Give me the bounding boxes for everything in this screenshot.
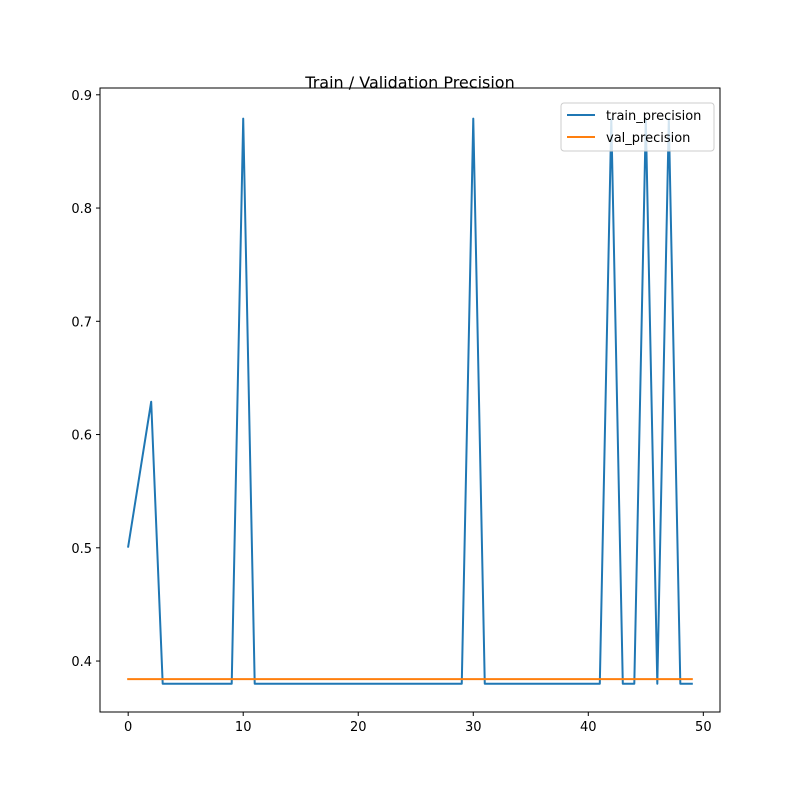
y-axis: 0.4 0.5 0.6 0.7 0.8 0.9	[71, 89, 100, 670]
y-tick-label: 0.6	[71, 429, 92, 444]
chart-title: Train / Validation Precision	[304, 73, 514, 92]
y-tick-label: 0.8	[71, 202, 92, 217]
y-tick-label: 0.5	[71, 542, 92, 557]
y-tick-label: 0.7	[71, 315, 92, 330]
legend: train_precision val_precision	[560, 102, 715, 152]
x-tick-label: 20	[350, 720, 367, 735]
legend-label-train-precision: train_precision	[606, 109, 701, 124]
y-tick-label: 0.9	[71, 89, 92, 104]
legend-label-val-precision: val_precision	[606, 131, 690, 146]
x-tick-label: 40	[580, 720, 597, 735]
x-tick-label: 30	[465, 720, 482, 735]
series-layer	[127, 117, 693, 685]
x-axis: 0 10 20 30 40 50	[124, 712, 712, 735]
legend-box	[560, 102, 715, 152]
x-tick-label: 0	[124, 720, 132, 735]
series-line-train-precision	[127, 117, 693, 685]
x-tick-label: 50	[695, 720, 712, 735]
y-tick-label: 0.4	[71, 655, 92, 670]
plot-frame	[99, 87, 721, 713]
x-tick-label: 10	[235, 720, 252, 735]
